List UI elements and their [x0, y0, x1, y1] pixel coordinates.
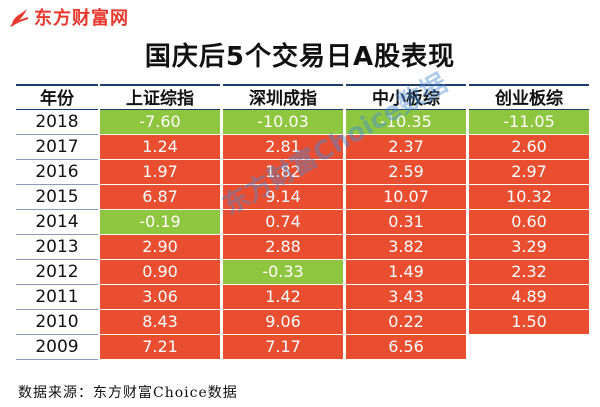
- value-cell: 0.22: [346, 310, 466, 334]
- year-cell: 2016: [16, 160, 98, 185]
- source-note: 数据来源：东方财富Choice数据: [18, 385, 238, 401]
- value-cell: 0.60: [469, 210, 589, 234]
- year-cell: 2017: [16, 135, 98, 160]
- year-header: 年份: [16, 84, 98, 110]
- value-cell: 1.97: [100, 160, 220, 184]
- value-cell: 3.06: [100, 285, 220, 309]
- value-cell: 10.07: [346, 185, 466, 209]
- column-header: 中小板综: [346, 84, 466, 110]
- column-shenzhen: 深圳成指 -10.03 2.81 1.82 9.14 0.74 2.88 -0.33 1.42…: [223, 84, 343, 360]
- logo-text: 东方财富网: [34, 8, 129, 29]
- year-cell: 2009: [16, 335, 98, 360]
- value-cell: 1.82: [223, 160, 343, 184]
- column-header: 创业板综: [469, 84, 589, 110]
- value-cell: 2.32: [469, 260, 589, 284]
- value-cell: 9.06: [223, 310, 343, 334]
- value-cell: 3.43: [346, 285, 466, 309]
- value-cell: -0.19: [100, 210, 220, 234]
- year-cell: 2012: [16, 260, 98, 285]
- value-cell: 7.17: [223, 335, 343, 359]
- column-sme: 中小板综 -10.35 2.37 2.59 10.07 0.31 3.82 1.49 3.43…: [346, 84, 466, 360]
- year-cell: 2014: [16, 210, 98, 235]
- value-cell: 3.29: [469, 235, 589, 259]
- year-cell: 2013: [16, 235, 98, 260]
- value-cell: 2.81: [223, 135, 343, 159]
- year-column: 年份 2018 2017 2016 2015 2014 2013 2012 2011 2010 2…: [16, 84, 98, 360]
- column-header: 上证综指: [100, 84, 220, 110]
- value-cell: 1.50: [469, 310, 589, 334]
- value-cell: 0.74: [223, 210, 343, 234]
- value-cell: -0.33: [223, 260, 343, 284]
- value-cell: 4.89: [469, 285, 589, 309]
- value-cell: -10.03: [223, 110, 343, 134]
- value-cell: 3.82: [346, 235, 466, 259]
- column-chinext: 创业板综 -11.05 2.60 2.97 10.32 0.60 3.29 2.32 4.89…: [469, 84, 589, 335]
- value-cell: 10.32: [469, 185, 589, 209]
- column-header: 深圳成指: [223, 84, 343, 110]
- value-cell: 2.37: [346, 135, 466, 159]
- year-cell: 2015: [16, 185, 98, 210]
- value-cell: 1.42: [223, 285, 343, 309]
- value-cell: 2.88: [223, 235, 343, 259]
- value-cell: 7.21: [100, 335, 220, 359]
- value-cell: 2.60: [469, 135, 589, 159]
- year-cell: 2011: [16, 285, 98, 310]
- flame-logo-icon: [8, 6, 30, 28]
- value-cell: 2.97: [469, 160, 589, 184]
- table-title: 国庆后5个交易日A股表现: [144, 42, 456, 72]
- year-cell: 2010: [16, 310, 98, 335]
- value-cell: 6.87: [100, 185, 220, 209]
- brand-logo: 东方财富网: [8, 4, 129, 30]
- value-cell: -10.35: [346, 110, 466, 134]
- value-cell: -11.05: [469, 110, 589, 134]
- column-shanghai: 上证综指 -7.60 1.24 1.97 6.87 -0.19 2.90 0.90 3.06 8…: [100, 84, 220, 360]
- value-cell: 2.90: [100, 235, 220, 259]
- value-cell: 8.43: [100, 310, 220, 334]
- year-cell: 2018: [16, 110, 98, 135]
- value-cell: 9.14: [223, 185, 343, 209]
- value-cell: 1.49: [346, 260, 466, 284]
- value-cell: 0.90: [100, 260, 220, 284]
- value-cell: 1.24: [100, 135, 220, 159]
- value-cell: 0.31: [346, 210, 466, 234]
- value-cell: 6.56: [346, 335, 466, 359]
- value-cell: 2.59: [346, 160, 466, 184]
- value-cell: -7.60: [100, 110, 220, 134]
